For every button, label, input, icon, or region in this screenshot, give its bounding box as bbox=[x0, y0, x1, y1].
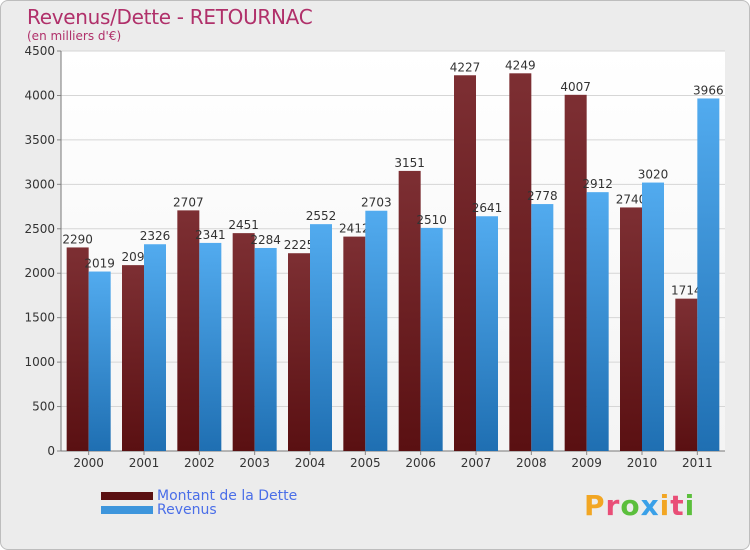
x-tick-label: 2007 bbox=[461, 456, 492, 470]
bar-revenus bbox=[586, 192, 609, 451]
chart-subtitle: (en milliers d'€) bbox=[27, 29, 122, 43]
data-label-revenus: 3966 bbox=[693, 83, 724, 97]
y-tick-label: 4500 bbox=[24, 44, 55, 58]
data-label-dette: 3151 bbox=[394, 156, 425, 170]
plot-area bbox=[61, 51, 725, 451]
bar-dette bbox=[675, 298, 698, 451]
logo-letter: P bbox=[584, 489, 606, 522]
data-label-dette: 209 bbox=[122, 250, 145, 264]
y-tick-label: 2500 bbox=[24, 222, 55, 236]
x-tick-label: 2005 bbox=[350, 456, 381, 470]
legend-label-dette: Montant de la Dette bbox=[157, 488, 298, 504]
bar-dette bbox=[398, 170, 421, 451]
bar-dette bbox=[66, 247, 89, 451]
data-label-revenus: 2778 bbox=[527, 189, 558, 203]
legend-label-revenus: Revenus bbox=[157, 502, 217, 518]
bar-dette bbox=[509, 73, 532, 452]
x-tick-label: 2008 bbox=[516, 456, 547, 470]
bar-dette bbox=[122, 265, 144, 451]
bar-dette bbox=[177, 210, 200, 451]
logo-letter: r bbox=[605, 489, 621, 522]
data-label-revenus: 2341 bbox=[195, 228, 226, 242]
data-label-revenus: 2912 bbox=[582, 177, 613, 191]
data-label-dette: 4007 bbox=[560, 80, 591, 94]
data-label-revenus: 2552 bbox=[306, 209, 337, 223]
bar-revenus bbox=[254, 247, 277, 451]
logo-letter: i bbox=[684, 489, 696, 522]
y-tick-label: 3000 bbox=[24, 177, 55, 191]
bar-revenus bbox=[642, 182, 664, 452]
bar-dette bbox=[620, 207, 642, 451]
logo-letter: i bbox=[659, 489, 671, 522]
bar-revenus bbox=[697, 98, 720, 451]
logo-letter: t bbox=[670, 489, 685, 522]
data-label-revenus: 2510 bbox=[416, 213, 447, 227]
data-label-revenus: 2703 bbox=[361, 196, 392, 210]
data-label-dette: 1714 bbox=[671, 284, 702, 298]
x-tick-label: 2006 bbox=[405, 456, 436, 470]
logo-letter: o bbox=[620, 489, 641, 522]
bar-revenus bbox=[199, 242, 222, 451]
y-tick-label: 3500 bbox=[24, 133, 55, 147]
x-tick-label: 2002 bbox=[184, 456, 215, 470]
x-tick-label: 2011 bbox=[682, 456, 713, 470]
data-label-revenus: 2284 bbox=[250, 233, 281, 247]
data-label-revenus: 2641 bbox=[472, 201, 503, 215]
data-label-revenus: 2019 bbox=[84, 257, 115, 271]
bar-revenus bbox=[310, 224, 332, 451]
x-tick-label: 2010 bbox=[627, 456, 658, 470]
data-label-dette: 4227 bbox=[450, 60, 481, 74]
data-label-dette: 4249 bbox=[505, 58, 536, 72]
data-label-revenus: 2326 bbox=[140, 229, 171, 243]
bar-revenus bbox=[476, 216, 498, 451]
bar-dette bbox=[454, 75, 476, 452]
y-tick-label: 500 bbox=[32, 400, 55, 414]
proxiti-logo: Proxiti bbox=[584, 489, 695, 522]
logo-letter: x bbox=[640, 489, 660, 522]
data-label-dette: 2225 bbox=[284, 238, 315, 252]
bar-dette bbox=[564, 94, 587, 452]
x-tick-label: 2001 bbox=[129, 456, 160, 470]
y-tick-label: 2000 bbox=[24, 266, 55, 280]
chart-title: Revenus/Dette - RETOURNAC bbox=[27, 5, 313, 29]
bar-dette bbox=[232, 233, 255, 451]
bar-revenus bbox=[531, 204, 554, 451]
bar-revenus bbox=[420, 227, 443, 451]
data-label-dette: 2740 bbox=[616, 192, 647, 206]
data-label-dette: 2451 bbox=[228, 218, 259, 232]
bar-dette bbox=[343, 236, 366, 451]
x-tick-label: 2004 bbox=[295, 456, 326, 470]
data-label-revenus: 3020 bbox=[638, 168, 669, 182]
data-label-dette: 2290 bbox=[62, 232, 93, 246]
data-label-dette: 2412 bbox=[339, 222, 370, 236]
bar-revenus bbox=[365, 210, 388, 451]
bar-dette bbox=[288, 253, 310, 451]
y-tick-label: 4000 bbox=[24, 88, 55, 102]
legend-swatch-revenus bbox=[101, 506, 153, 514]
legend-swatch-dette bbox=[101, 492, 153, 500]
data-label-dette: 2707 bbox=[173, 195, 204, 209]
legend-item-revenus: Revenus bbox=[101, 502, 217, 518]
legend-item-dette: Montant de la Dette bbox=[101, 488, 297, 504]
bar-revenus bbox=[88, 271, 111, 451]
y-tick-label: 1000 bbox=[24, 355, 55, 369]
x-tick-label: 2000 bbox=[73, 456, 104, 470]
y-tick-label: 1500 bbox=[24, 311, 55, 325]
y-tick-label: 0 bbox=[47, 444, 55, 458]
bar-revenus bbox=[144, 244, 166, 451]
x-tick-label: 2003 bbox=[239, 456, 270, 470]
x-tick-label: 2009 bbox=[571, 456, 602, 470]
